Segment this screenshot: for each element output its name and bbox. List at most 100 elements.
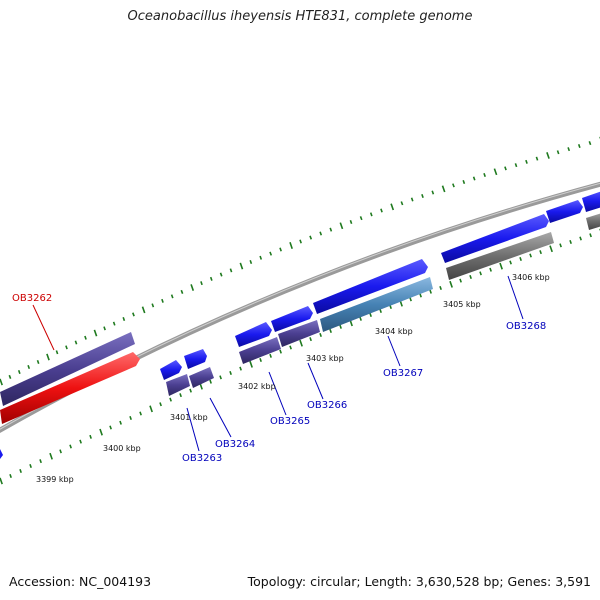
tick-mark <box>229 268 233 273</box>
tick-mark <box>219 375 222 380</box>
tick-mark <box>569 239 572 244</box>
gene-next-reverse <box>586 213 600 230</box>
gene-ob3264-forward <box>184 349 207 369</box>
tick-mark <box>9 473 12 478</box>
tick-mark <box>299 339 303 347</box>
tick-mark <box>369 212 373 217</box>
tick-mark <box>472 176 476 181</box>
gene-edge-left <box>0 449 3 459</box>
tick-mark <box>509 260 512 265</box>
tick-mark <box>349 219 353 224</box>
tick-mark <box>469 274 472 279</box>
gene-label-ob3267[interactable]: OB3267 <box>383 368 423 379</box>
tick-mark <box>279 247 282 252</box>
tick-mark <box>141 306 146 314</box>
scale-label: 3403 kbp <box>306 354 344 363</box>
tick-mark <box>219 272 223 277</box>
tick-mark <box>514 163 518 168</box>
tick-mark <box>103 326 106 331</box>
tick-mark <box>380 208 383 213</box>
tick-mark <box>122 317 126 322</box>
scale-label: 3405 kbp <box>443 300 481 309</box>
gene-leader-lines <box>32 275 524 452</box>
tick-mark <box>588 141 592 146</box>
tick-mark <box>249 360 253 368</box>
tick-mark <box>249 259 253 264</box>
tick-mark <box>8 374 12 379</box>
tick-mark <box>279 349 282 354</box>
tick-mark <box>93 329 98 337</box>
scale-label: 3400 kbp <box>103 444 141 453</box>
tick-mark <box>209 379 212 384</box>
tick-mark <box>559 243 562 248</box>
gene-labels: OB3262 OB3263 OB3264 OB3265 OB3266 OB326… <box>12 293 546 464</box>
gene-label-ob3265[interactable]: OB3265 <box>270 416 310 427</box>
tick-mark <box>170 294 174 299</box>
tick-mark <box>452 183 455 188</box>
scale-label: 3406 kbp <box>512 273 550 282</box>
outer-tick-track <box>0 136 600 386</box>
scale-labels: 3399 kbp 3400 kbp 3401 kbp 3402 kbp 3403… <box>36 273 550 484</box>
tick-mark <box>504 166 507 171</box>
tick-mark <box>17 369 21 374</box>
scale-label: 3402 kbp <box>238 382 276 391</box>
tick-mark <box>389 305 392 310</box>
gene-ob3268-reverse <box>446 232 554 280</box>
tick-mark <box>339 222 344 230</box>
tick-mark <box>483 173 486 178</box>
tick-mark <box>546 152 550 159</box>
tick-mark <box>529 253 532 258</box>
gene-next-forward-2 <box>582 191 600 212</box>
tick-mark <box>390 203 395 211</box>
leader-ob3264 <box>209 397 232 438</box>
tick-mark <box>200 281 203 286</box>
gene-label-ob3268[interactable]: OB3268 <box>506 321 546 332</box>
tick-mark <box>299 239 302 244</box>
tick-mark <box>119 420 122 425</box>
leader-ob3268 <box>507 275 524 320</box>
leader-ob3262 <box>32 304 55 351</box>
tick-mark <box>441 185 446 193</box>
tick-mark <box>132 312 135 317</box>
tick-mark <box>459 278 462 283</box>
tick-mark <box>19 468 22 473</box>
tick-mark <box>400 201 404 206</box>
tick-mark <box>149 405 153 413</box>
tick-mark <box>431 190 435 195</box>
tick-mark <box>410 197 414 202</box>
tick-mark <box>209 276 213 281</box>
tick-mark <box>189 388 192 393</box>
tick-mark <box>379 308 382 313</box>
topology-text: Topology: circular; Length: 3,630,528 bp… <box>247 574 591 589</box>
tick-mark <box>59 449 62 454</box>
tick-mark <box>369 312 372 317</box>
gene-label-ob3262[interactable]: OB3262 <box>12 293 52 304</box>
gene-features <box>0 191 600 459</box>
tick-mark <box>409 297 412 302</box>
tick-mark <box>27 364 31 369</box>
tick-mark <box>0 378 3 386</box>
tick-mark <box>449 280 453 288</box>
tick-mark <box>269 353 272 358</box>
gene-label-ob3264[interactable]: OB3264 <box>215 439 255 450</box>
gene-ob3262-forward <box>0 352 140 424</box>
gene-ob3266-reverse <box>278 320 320 347</box>
gene-label-ob3266[interactable]: OB3266 <box>307 400 347 411</box>
map-title: Oceanobacillus iheyensis HTE831, complet… <box>127 9 473 24</box>
tick-mark <box>259 255 263 260</box>
tick-mark <box>259 358 262 363</box>
gene-ob3263-forward <box>160 360 182 380</box>
inner-tick-track <box>0 228 600 485</box>
gene-label-ob3263[interactable]: OB3263 <box>182 453 222 464</box>
tick-mark <box>329 227 333 232</box>
tick-mark <box>65 345 68 350</box>
tick-mark <box>421 193 424 198</box>
tick-mark <box>159 402 162 407</box>
tick-mark <box>269 251 273 256</box>
tick-mark <box>239 262 244 270</box>
leader-ob3263 <box>186 407 200 452</box>
genome-backbone-highlight <box>0 182 600 430</box>
tick-mark <box>99 428 103 436</box>
tick-mark <box>55 350 59 355</box>
